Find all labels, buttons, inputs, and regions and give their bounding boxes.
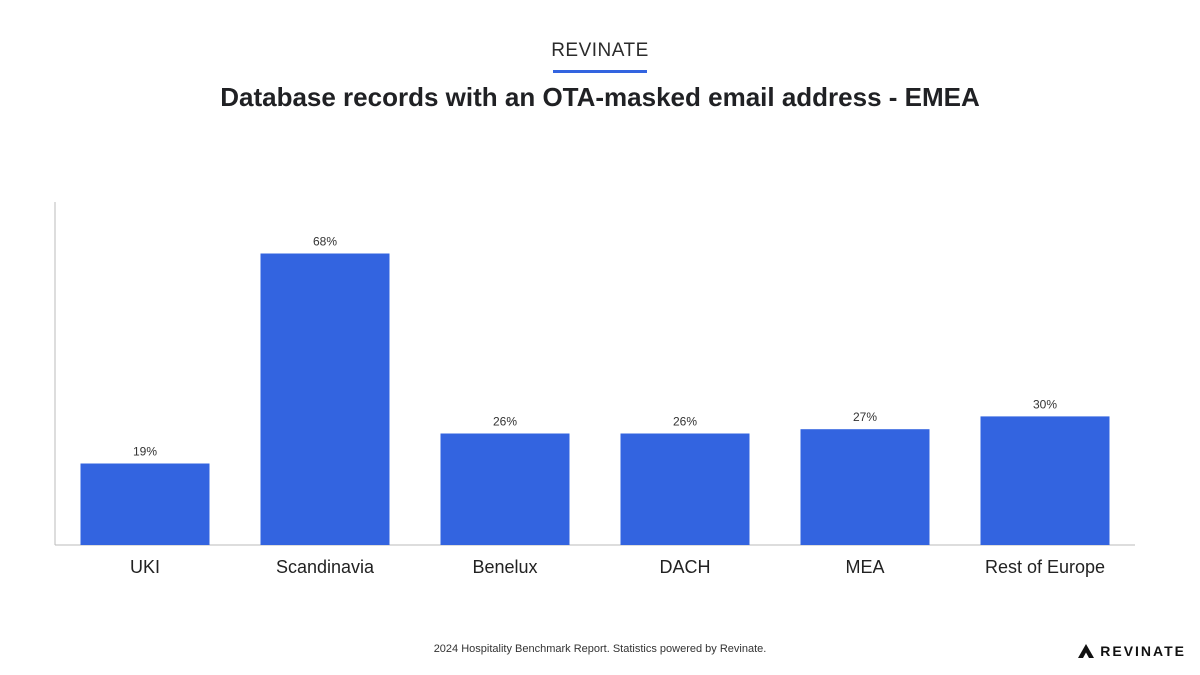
- revinate-logo-icon: [1078, 644, 1095, 658]
- x-tick-label: MEA: [845, 557, 884, 577]
- revinate-logo: REVINATE: [1078, 641, 1186, 661]
- logo-text: REVINATE: [1100, 643, 1186, 659]
- brand-underline: [553, 70, 647, 73]
- bar-scandinavia: [260, 253, 390, 545]
- bars-group: [80, 253, 1110, 545]
- data-label: 27%: [853, 410, 877, 424]
- data-label: 68%: [313, 235, 337, 249]
- footer-note: 2024 Hospitality Benchmark Report. Stati…: [433, 643, 767, 655]
- x-tick-label: DACH: [659, 557, 710, 577]
- data-label: 19%: [133, 445, 157, 459]
- bar-dach: [620, 433, 750, 545]
- x-tick-label: UKI: [130, 557, 160, 577]
- x-tick-label: Rest of Europe: [985, 557, 1105, 577]
- bar-uki: [80, 463, 210, 545]
- data-label: 26%: [673, 415, 697, 429]
- data-label: 26%: [493, 415, 517, 429]
- labels-group: 19% UKI 68% Scandinavia 26% Benelux 26% DACH 27%…: [130, 235, 1105, 578]
- data-label: 30%: [1033, 397, 1057, 411]
- bar-benelux: [440, 433, 570, 545]
- chart-title: Database records with an OTA-masked emai…: [220, 82, 980, 112]
- x-tick-label: Benelux: [472, 557, 537, 577]
- brand-header: REVINATE: [551, 40, 649, 61]
- bar-rest-of-europe: [980, 416, 1110, 545]
- x-tick-label: Scandinavia: [276, 557, 375, 577]
- bar-mea: [800, 429, 930, 545]
